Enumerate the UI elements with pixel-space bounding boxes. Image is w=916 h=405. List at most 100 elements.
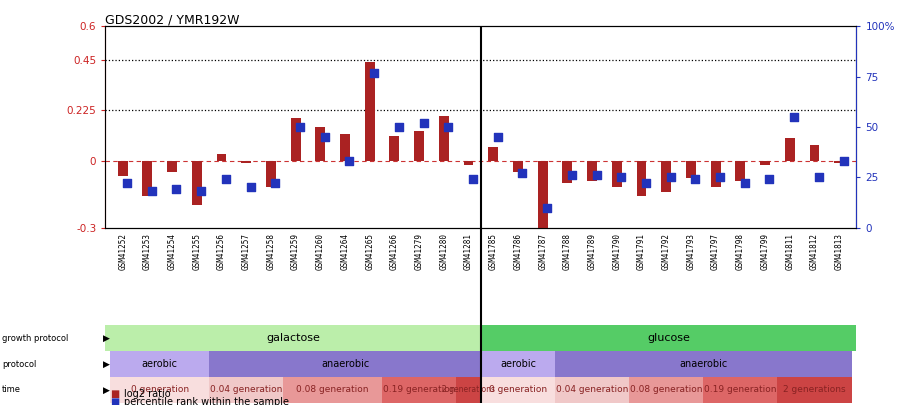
Bar bbox=[209, 351, 481, 377]
Bar bbox=[488, 147, 498, 160]
Text: 0 generation: 0 generation bbox=[489, 386, 547, 394]
Text: aerobic: aerobic bbox=[500, 359, 536, 369]
Text: GSM41788: GSM41788 bbox=[562, 232, 572, 269]
Point bbox=[787, 114, 802, 120]
Text: GSM41257: GSM41257 bbox=[242, 232, 251, 269]
Point bbox=[663, 174, 678, 181]
Text: aerobic: aerobic bbox=[142, 359, 178, 369]
Text: GSM41797: GSM41797 bbox=[711, 232, 720, 269]
Text: GSM41252: GSM41252 bbox=[118, 232, 127, 269]
Bar bbox=[760, 160, 770, 165]
Point bbox=[540, 204, 554, 211]
Text: 0 generation: 0 generation bbox=[131, 386, 189, 394]
Text: GSM41798: GSM41798 bbox=[736, 232, 745, 269]
Point bbox=[268, 180, 283, 187]
Text: 0.19 generation: 0.19 generation bbox=[704, 386, 777, 394]
Bar bbox=[785, 138, 795, 160]
Bar bbox=[191, 160, 202, 205]
Text: 0.08 generation: 0.08 generation bbox=[297, 386, 369, 394]
Text: GSM41265: GSM41265 bbox=[365, 232, 375, 269]
Point bbox=[713, 174, 727, 181]
Text: GDS2002 / YMR192W: GDS2002 / YMR192W bbox=[105, 13, 240, 26]
Bar bbox=[555, 351, 852, 377]
Point bbox=[120, 180, 135, 187]
Text: GSM41793: GSM41793 bbox=[686, 232, 695, 269]
Text: GSM41792: GSM41792 bbox=[661, 232, 671, 269]
Text: GSM41812: GSM41812 bbox=[810, 232, 819, 269]
Text: percentile rank within the sample: percentile rank within the sample bbox=[124, 397, 289, 405]
Point bbox=[342, 158, 356, 164]
Text: protocol: protocol bbox=[2, 360, 37, 369]
Text: 2 generations: 2 generations bbox=[442, 386, 495, 394]
Text: GSM41258: GSM41258 bbox=[267, 232, 276, 269]
Bar bbox=[110, 377, 209, 403]
Bar bbox=[686, 160, 696, 179]
Text: ▶: ▶ bbox=[103, 360, 110, 369]
Text: GSM41256: GSM41256 bbox=[217, 232, 226, 269]
Point bbox=[366, 69, 381, 76]
Text: GSM41253: GSM41253 bbox=[143, 232, 152, 269]
Text: GSM41266: GSM41266 bbox=[390, 232, 399, 269]
Bar bbox=[315, 127, 325, 160]
Point bbox=[169, 186, 184, 193]
Point bbox=[614, 174, 628, 181]
Point bbox=[219, 176, 234, 183]
Bar bbox=[463, 160, 474, 165]
Bar bbox=[661, 160, 671, 192]
Bar bbox=[216, 154, 226, 160]
Bar bbox=[142, 160, 152, 196]
Bar bbox=[456, 377, 481, 403]
Bar bbox=[481, 377, 555, 403]
Bar bbox=[513, 160, 523, 172]
Bar bbox=[834, 160, 845, 163]
Point bbox=[441, 124, 455, 130]
Bar bbox=[340, 134, 350, 160]
Text: galactose: galactose bbox=[267, 333, 320, 343]
Bar bbox=[587, 160, 597, 181]
Point bbox=[145, 188, 159, 195]
Text: GSM41786: GSM41786 bbox=[514, 232, 522, 269]
Bar bbox=[105, 325, 481, 351]
Point bbox=[515, 170, 529, 177]
Text: GSM41787: GSM41787 bbox=[539, 232, 547, 269]
Text: ■: ■ bbox=[110, 389, 119, 399]
Text: GSM41279: GSM41279 bbox=[415, 232, 423, 269]
Bar bbox=[810, 145, 820, 160]
Text: growth protocol: growth protocol bbox=[2, 334, 68, 343]
Text: GSM41264: GSM41264 bbox=[341, 232, 350, 269]
Bar bbox=[389, 136, 399, 160]
Bar bbox=[439, 116, 449, 160]
Bar bbox=[481, 351, 555, 377]
Text: GSM41280: GSM41280 bbox=[440, 232, 448, 269]
Point bbox=[465, 176, 480, 183]
Bar bbox=[538, 160, 548, 228]
Point bbox=[318, 134, 333, 140]
Bar bbox=[736, 160, 746, 181]
Text: anaerobic: anaerobic bbox=[321, 359, 369, 369]
Bar bbox=[365, 62, 375, 160]
Point bbox=[836, 158, 851, 164]
Text: ▶: ▶ bbox=[103, 386, 110, 394]
Bar bbox=[612, 160, 622, 188]
Point bbox=[688, 176, 703, 183]
Bar bbox=[637, 160, 647, 196]
Point bbox=[194, 188, 209, 195]
Text: anaerobic: anaerobic bbox=[679, 359, 727, 369]
Bar bbox=[382, 377, 456, 403]
Text: 0.04 generation: 0.04 generation bbox=[210, 386, 282, 394]
Bar bbox=[290, 118, 300, 160]
Point bbox=[244, 184, 258, 191]
Text: log2 ratio: log2 ratio bbox=[124, 389, 170, 399]
Text: GSM41811: GSM41811 bbox=[785, 232, 794, 269]
Bar bbox=[209, 377, 283, 403]
Text: 0.04 generation: 0.04 generation bbox=[556, 386, 628, 394]
Bar bbox=[711, 160, 721, 188]
Bar bbox=[481, 325, 856, 351]
Text: GSM41255: GSM41255 bbox=[192, 232, 202, 269]
Text: ▶: ▶ bbox=[103, 334, 110, 343]
Text: GSM41281: GSM41281 bbox=[464, 232, 473, 269]
Point bbox=[589, 172, 604, 179]
Bar bbox=[562, 160, 572, 183]
Bar bbox=[110, 351, 209, 377]
Point bbox=[762, 176, 777, 183]
